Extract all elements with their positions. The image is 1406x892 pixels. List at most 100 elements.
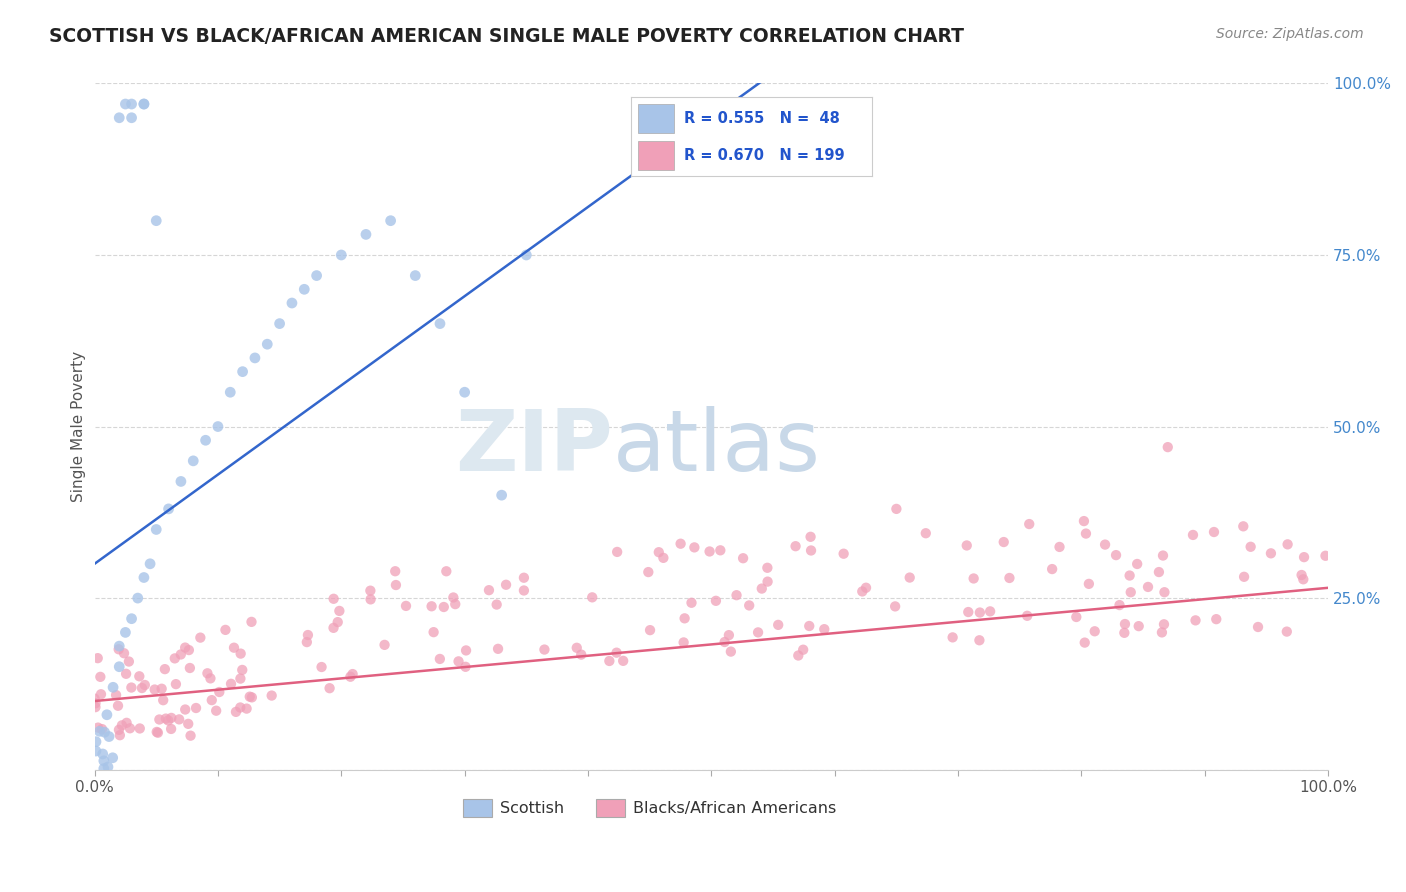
Point: [281, 296, 304, 310]
Point: [84, 744, 107, 758]
Point: [240, 690, 263, 705]
Point: [669, 537, 692, 551]
Point: [385, 578, 408, 592]
Point: [89, 670, 111, 684]
Point: [434, 564, 457, 578]
Point: [1157, 440, 1180, 454]
Text: ZIP: ZIP: [456, 406, 613, 489]
Point: [751, 582, 773, 596]
Point: [98, 730, 121, 744]
Point: [1277, 537, 1299, 551]
Point: [717, 628, 740, 642]
Point: [1066, 610, 1088, 624]
Point: [1181, 528, 1204, 542]
Point: [114, 625, 136, 640]
Point: [962, 572, 984, 586]
Point: [533, 642, 555, 657]
Point: [208, 685, 231, 699]
Point: [232, 365, 254, 379]
Point: [201, 693, 224, 707]
Point: [1260, 546, 1282, 560]
Point: [163, 651, 186, 665]
Point: [145, 213, 167, 227]
Point: [395, 599, 418, 613]
Point: [101, 751, 124, 765]
Point: [84, 696, 107, 710]
Point: [606, 646, 628, 660]
Point: [1152, 549, 1174, 563]
Point: [1315, 549, 1337, 563]
Point: [738, 599, 761, 613]
Point: [87, 651, 110, 665]
Y-axis label: Single Male Poverty: Single Male Poverty: [72, 351, 86, 502]
Point: [131, 681, 153, 695]
Point: [1291, 568, 1313, 582]
Point: [792, 642, 814, 657]
Point: [165, 677, 187, 691]
Point: [219, 677, 242, 691]
Point: [155, 712, 177, 726]
Point: [569, 648, 592, 662]
Point: [311, 660, 333, 674]
Point: [1233, 570, 1256, 584]
Point: [648, 545, 671, 559]
Point: [93, 762, 115, 776]
Point: [720, 644, 742, 658]
Point: [93, 754, 115, 768]
Point: [453, 385, 475, 400]
Point: [454, 660, 477, 674]
Point: [1073, 514, 1095, 528]
Point: [1073, 635, 1095, 649]
Point: [1150, 625, 1173, 640]
Point: [1114, 625, 1136, 640]
Point: [83, 691, 105, 706]
Point: [108, 723, 131, 737]
Point: [132, 97, 155, 112]
Point: [146, 725, 169, 739]
Point: [360, 592, 382, 607]
Point: [105, 688, 128, 702]
Point: [170, 475, 193, 489]
Point: [444, 597, 467, 611]
Point: [229, 672, 252, 686]
Point: [1205, 612, 1227, 626]
Point: [756, 561, 779, 575]
Point: [1202, 524, 1225, 539]
Point: [581, 591, 603, 605]
Point: [1114, 617, 1136, 632]
Point: [225, 705, 247, 719]
Point: [108, 728, 131, 742]
Point: [128, 722, 150, 736]
Point: [330, 248, 353, 262]
Point: [942, 631, 965, 645]
Point: [513, 583, 536, 598]
Point: [112, 646, 135, 660]
Point: [756, 574, 779, 589]
Point: [515, 248, 537, 262]
Point: [637, 565, 659, 579]
Point: [145, 523, 167, 537]
Point: [1247, 620, 1270, 634]
Text: Source: ZipAtlas.com: Source: ZipAtlas.com: [1216, 27, 1364, 41]
Point: [380, 213, 402, 227]
Point: [1153, 617, 1175, 632]
Point: [565, 640, 588, 655]
Point: [179, 661, 201, 675]
Point: [205, 704, 228, 718]
Point: [612, 654, 634, 668]
Point: [1137, 580, 1160, 594]
Point: [107, 642, 129, 657]
Point: [733, 551, 755, 566]
Point: [598, 654, 620, 668]
Point: [354, 227, 377, 242]
Point: [160, 722, 183, 736]
Point: [1077, 577, 1099, 591]
Point: [1128, 619, 1150, 633]
Point: [832, 547, 855, 561]
Point: [1292, 572, 1315, 586]
Point: [127, 591, 149, 606]
Point: [143, 682, 166, 697]
Point: [157, 502, 180, 516]
Point: [322, 591, 344, 606]
Point: [339, 670, 361, 684]
